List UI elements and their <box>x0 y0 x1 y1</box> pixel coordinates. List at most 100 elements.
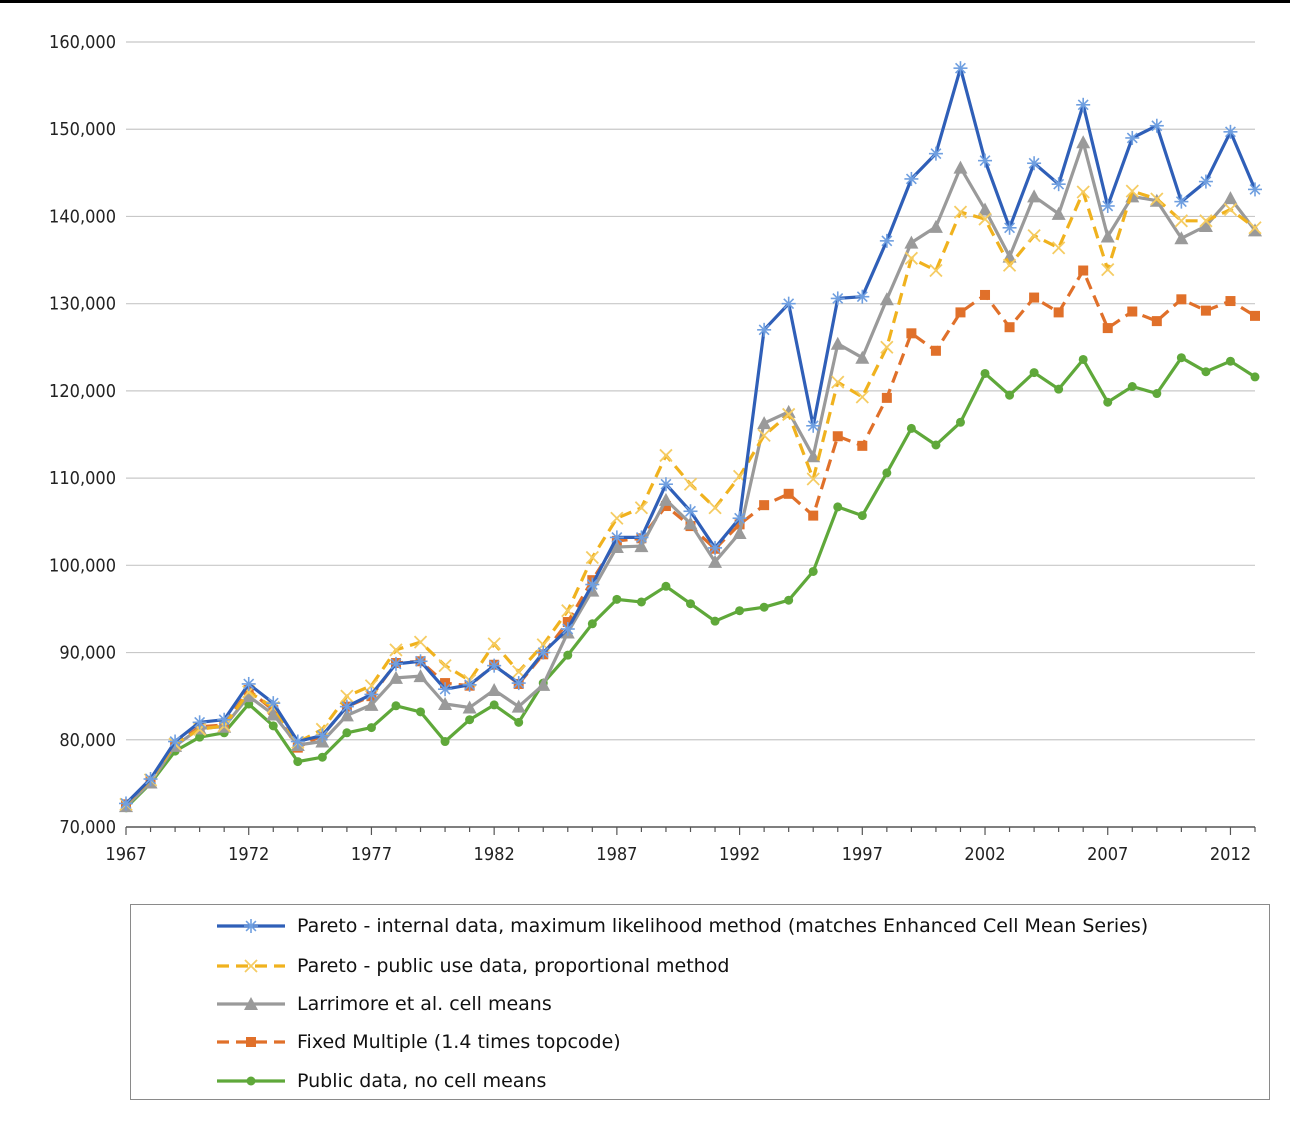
data-point <box>683 477 698 491</box>
x-tick-label: 1997 <box>842 844 883 865</box>
legend-item: Public data, no cell means <box>215 1066 546 1096</box>
data-point <box>560 622 575 637</box>
series-line <box>124 189 1256 806</box>
legend: Pareto - internal data, maximum likeliho… <box>130 904 1270 1100</box>
data-point <box>1174 194 1189 209</box>
data-point <box>339 708 354 722</box>
data-point <box>462 700 477 714</box>
data-point <box>683 504 698 519</box>
data-point <box>536 645 551 660</box>
data-point <box>389 643 403 657</box>
top-border-rule <box>0 0 1290 3</box>
legend-swatch <box>217 919 285 933</box>
data-point <box>438 682 453 697</box>
legend-label: Fixed Multiple (1.4 times topcode) <box>297 1031 621 1053</box>
data-point <box>290 734 305 749</box>
data-point <box>1102 323 1113 334</box>
data-point <box>904 171 919 186</box>
legend-marker <box>244 997 258 1010</box>
data-point <box>1101 263 1115 277</box>
legend-label: Larrimore et al. cell means <box>297 993 552 1015</box>
data-point <box>266 696 281 711</box>
data-point <box>1176 353 1186 363</box>
data-point <box>978 212 992 226</box>
data-point <box>1002 220 1017 235</box>
y-tick-label: 70,000 <box>59 817 116 838</box>
x-tick-label: 1977 <box>351 844 392 865</box>
data-point <box>1150 192 1164 206</box>
data-point <box>855 350 870 364</box>
data-point <box>1076 185 1090 199</box>
data-point <box>708 540 723 555</box>
series-4 <box>121 265 1260 810</box>
data-point <box>1201 367 1211 377</box>
data-point <box>1051 177 1066 192</box>
legend-swatch <box>217 959 285 973</box>
data-point <box>1200 305 1211 316</box>
data-point <box>1027 156 1042 171</box>
data-point <box>634 530 649 545</box>
data-point <box>806 472 820 486</box>
data-point <box>192 715 207 730</box>
data-point <box>1151 316 1162 327</box>
data-point <box>364 687 379 702</box>
data-point <box>1198 174 1213 189</box>
data-point <box>293 757 303 767</box>
data-point <box>1198 219 1213 233</box>
data-point <box>757 428 771 443</box>
data-point <box>487 637 501 651</box>
data-point <box>440 737 450 747</box>
data-point <box>830 291 845 306</box>
legend-marker <box>244 919 258 933</box>
data-point <box>732 526 747 540</box>
x-axis-ticks: 1967 1972 1977 1982 1987 1992 1997 2002 2007 2012 <box>105 844 1251 865</box>
series-1 <box>119 61 1262 811</box>
data-point <box>930 345 941 356</box>
data-point <box>317 752 327 762</box>
data-point <box>782 407 796 422</box>
data-point <box>416 707 426 717</box>
data-point <box>1076 135 1091 149</box>
data-point <box>1078 265 1089 276</box>
data-point <box>980 368 990 378</box>
data-point <box>1078 354 1088 364</box>
legend-label: Pareto - internal data, maximum likeliho… <box>297 915 1149 937</box>
data-point <box>955 307 966 318</box>
data-point <box>831 375 845 389</box>
y-tick-label: 160,000 <box>49 32 116 53</box>
data-point <box>536 677 551 691</box>
data-point <box>880 340 894 354</box>
data-point <box>1223 124 1238 139</box>
data-point <box>757 322 772 337</box>
data-point <box>634 539 649 553</box>
data-point <box>217 712 232 727</box>
data-point <box>906 328 917 339</box>
data-point <box>366 723 376 733</box>
legend-item: Pareto - public use data, proportional m… <box>215 951 729 981</box>
x-tick-label: 1992 <box>719 844 760 865</box>
legend-marker <box>246 1076 256 1086</box>
data-point <box>1225 296 1236 307</box>
data-point <box>1174 214 1189 228</box>
data-point <box>1250 372 1260 382</box>
data-point <box>1223 191 1238 205</box>
data-point <box>953 61 968 76</box>
data-point <box>735 606 745 616</box>
data-point <box>465 715 475 725</box>
data-point <box>781 296 796 311</box>
data-point <box>929 263 943 278</box>
data-point <box>732 511 747 526</box>
data-point <box>830 336 845 350</box>
data-point <box>1053 307 1064 318</box>
data-point <box>1029 368 1039 378</box>
data-point <box>808 510 819 521</box>
data-point <box>806 418 821 433</box>
series-group <box>119 61 1262 813</box>
data-point <box>1127 382 1137 392</box>
legend-label: Pareto - public use data, proportional m… <box>297 955 730 977</box>
legend-item: Pareto - internal data, maximum likeliho… <box>215 911 1148 941</box>
data-point <box>438 697 453 711</box>
data-point <box>413 669 428 683</box>
data-point <box>757 416 772 430</box>
data-point <box>511 699 526 713</box>
